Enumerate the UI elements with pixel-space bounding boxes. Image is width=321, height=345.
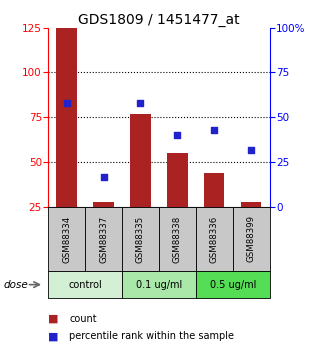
Text: GSM88338: GSM88338 [173, 215, 182, 263]
Text: count: count [69, 314, 97, 324]
Bar [130, 114, 151, 207]
Bar [122, 271, 196, 298]
Point [175, 132, 180, 138]
Bar [93, 201, 114, 207]
Point [138, 100, 143, 106]
Bar [48, 271, 122, 298]
Bar [204, 173, 224, 207]
Bar [196, 207, 233, 271]
Text: ■: ■ [48, 314, 59, 324]
Text: percentile rank within the sample: percentile rank within the sample [69, 332, 234, 341]
Text: GSM88334: GSM88334 [62, 215, 71, 263]
Text: GSM88335: GSM88335 [136, 215, 145, 263]
Point [248, 147, 254, 152]
Text: ■: ■ [48, 332, 59, 341]
Text: GSM88337: GSM88337 [99, 215, 108, 263]
Bar [167, 153, 187, 207]
Point [64, 100, 69, 106]
Bar [159, 207, 196, 271]
Text: GSM88336: GSM88336 [210, 215, 219, 263]
Bar [56, 28, 77, 207]
Title: GDS1809 / 1451477_at: GDS1809 / 1451477_at [78, 12, 240, 27]
Bar [122, 207, 159, 271]
Text: dose: dose [3, 280, 28, 289]
Text: 0.5 ug/ml: 0.5 ug/ml [210, 280, 256, 289]
Bar [48, 207, 85, 271]
Point [101, 174, 106, 179]
Text: 0.1 ug/ml: 0.1 ug/ml [136, 280, 182, 289]
Bar [233, 207, 270, 271]
Bar [85, 207, 122, 271]
Text: control: control [68, 280, 102, 289]
Bar [241, 201, 261, 207]
Bar [196, 271, 270, 298]
Point [212, 127, 217, 132]
Text: GSM88399: GSM88399 [247, 215, 256, 263]
